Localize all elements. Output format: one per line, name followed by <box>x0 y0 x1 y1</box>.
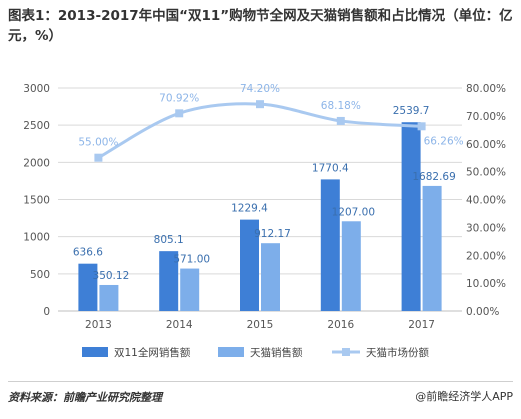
y-tick-label: 500 <box>30 269 50 281</box>
data-label-tmall: 350.12 <box>93 270 130 282</box>
data-label-total: 1770.4 <box>312 162 349 174</box>
bar-total <box>320 179 340 311</box>
y-tick-label: 1500 <box>23 195 50 207</box>
legend-total-swatch <box>82 347 108 357</box>
data-label-share: 70.92% <box>159 92 199 104</box>
brand-label: @前瞻经济学人APP <box>415 390 513 403</box>
legend-tmall-swatch <box>218 347 244 357</box>
source-note: 资料来源：前瞻产业研究院整理 <box>8 391 162 404</box>
share-line <box>94 100 426 162</box>
chart-title: 图表1：2013-2017年中国“双11”购物节全网及天猫销售额和占比情况（单位… <box>8 8 513 44</box>
data-label-total: 2539.7 <box>393 105 430 117</box>
bars <box>78 122 442 311</box>
y-axis-right: 0.00% 10.00% 20.00% 30.00% 40.00% 50.00% 60.00… <box>466 83 506 318</box>
data-label-total: 805.1 <box>154 234 184 246</box>
y2-tick-label: 40.00% <box>466 195 506 207</box>
data-labels: 636.6 350.12 805.1 571.00 1229.4 912.17 1770.4… <box>73 83 464 282</box>
y-tick-label: 2500 <box>23 120 50 132</box>
x-axis: 2013 2014 2015 2016 2017 <box>85 319 435 331</box>
x-tick-label: 2015 <box>247 319 274 331</box>
share-point <box>417 122 426 131</box>
bar-tmall <box>341 221 361 311</box>
legend-share-marker <box>342 348 350 356</box>
share-point <box>336 116 345 125</box>
y-tick-label: 2000 <box>23 157 50 169</box>
share-point <box>256 100 264 109</box>
y2-tick-label: 20.00% <box>466 250 506 262</box>
legend: 双11全网销售额 天猫销售额 天猫市场份额 <box>82 346 429 359</box>
bar-total <box>240 219 259 311</box>
share-line-path <box>97 102 422 160</box>
data-label-share: 74.20% <box>240 83 280 95</box>
bar-total <box>159 251 179 311</box>
footer-divider <box>8 381 513 382</box>
legend-total-label: 双11全网销售额 <box>114 346 191 359</box>
x-tick-label: 2013 <box>85 319 112 331</box>
legend-share-label: 天猫市场份额 <box>366 346 429 359</box>
bar-tmall <box>422 185 442 311</box>
bar-tmall <box>180 268 200 311</box>
grid-lines <box>58 87 462 312</box>
y2-tick-label: 60.00% <box>466 139 506 151</box>
data-label-share: 66.26% <box>424 135 464 147</box>
data-label-tmall: 1207.00 <box>332 206 375 218</box>
y2-tick-label: 30.00% <box>466 222 506 234</box>
y2-tick-label: 80.00% <box>466 83 506 95</box>
legend-tmall-label: 天猫销售额 <box>250 346 303 359</box>
bar-tmall <box>99 284 119 311</box>
y-axis-left: 0 500 1000 1500 2000 2500 3000 <box>23 83 50 318</box>
y2-tick-label: 0.00% <box>466 306 499 318</box>
data-label-tmall: 571.00 <box>173 254 210 266</box>
y-tick-label: 3000 <box>23 83 50 95</box>
x-tick-label: 2016 <box>327 319 354 331</box>
bar-total <box>401 122 421 311</box>
y2-tick-label: 50.00% <box>466 167 506 179</box>
x-tick-label: 2014 <box>166 319 193 331</box>
data-label-total: 1229.4 <box>231 203 268 215</box>
share-point <box>175 109 184 118</box>
data-label-tmall: 1682.69 <box>412 171 455 183</box>
bar-tmall <box>261 243 280 311</box>
y2-tick-label: 70.00% <box>466 111 506 123</box>
y2-tick-label: 10.00% <box>466 278 506 290</box>
share-point <box>94 153 103 162</box>
data-label-share: 55.00% <box>78 137 118 149</box>
y-tick-label: 0 <box>43 306 50 318</box>
bar-total <box>78 263 98 311</box>
data-label-tmall: 912.17 <box>254 228 291 240</box>
y-tick-label: 1000 <box>23 232 50 244</box>
data-label-total: 636.6 <box>73 247 103 259</box>
x-tick-label: 2017 <box>408 319 435 331</box>
data-label-share: 68.18% <box>321 100 361 112</box>
